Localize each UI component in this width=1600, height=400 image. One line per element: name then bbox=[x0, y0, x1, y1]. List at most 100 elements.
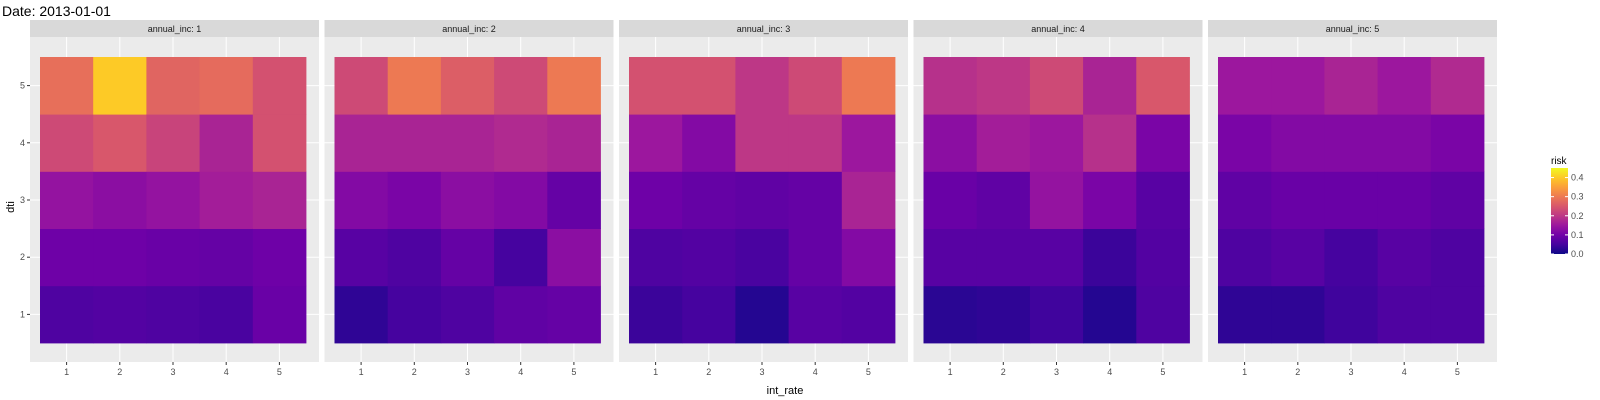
heatmap-tile bbox=[334, 171, 389, 229]
x-tick-label: 2 bbox=[1001, 367, 1006, 377]
heatmap-tile bbox=[146, 171, 200, 229]
heatmap-tile bbox=[40, 285, 94, 344]
heatmap-tile bbox=[494, 57, 548, 115]
heatmap-tile bbox=[252, 285, 307, 344]
heatmap-tile bbox=[146, 228, 200, 287]
heatmap-tile bbox=[440, 171, 495, 229]
facet-strip bbox=[30, 20, 319, 37]
heatmap-tile bbox=[252, 228, 307, 287]
facet-strip-label: annual_inc: 3 bbox=[737, 24, 791, 34]
heatmap-tile bbox=[1136, 57, 1190, 115]
x-tick-label: 3 bbox=[1348, 367, 1353, 377]
heatmap-tile bbox=[334, 285, 389, 344]
heatmap-tile bbox=[387, 228, 442, 287]
heatmap-tile bbox=[547, 114, 601, 172]
heatmap-tile bbox=[1430, 171, 1485, 229]
x-tick-label: 1 bbox=[1242, 367, 1247, 377]
x-tick-label: 5 bbox=[1160, 367, 1165, 377]
heatmap-tile bbox=[1324, 114, 1378, 172]
x-tick-label: 3 bbox=[759, 367, 764, 377]
heatmap-tile bbox=[1377, 228, 1432, 287]
facet-strip-label: annual_inc: 1 bbox=[148, 24, 202, 34]
heatmap-tile bbox=[735, 228, 789, 287]
heatmap-tile bbox=[1271, 57, 1325, 115]
heatmap-tile bbox=[682, 57, 736, 115]
x-tick-label: 2 bbox=[1295, 367, 1300, 377]
x-tick-label: 2 bbox=[706, 367, 711, 377]
facet-panel: annual_inc: 4 1 2 3 4 5 bbox=[913, 20, 1203, 377]
heatmap-tile bbox=[923, 171, 978, 229]
y-axis-title: dti bbox=[5, 201, 17, 213]
heatmap-tile bbox=[1324, 285, 1378, 344]
x-tick-label: 4 bbox=[518, 367, 523, 377]
heatmap-tile bbox=[1083, 285, 1137, 344]
heatmap-tile bbox=[682, 285, 736, 344]
heatmap-tile bbox=[629, 57, 683, 115]
heatmap-tile bbox=[440, 114, 495, 172]
heatmap-tile bbox=[841, 114, 896, 172]
heatmap-tile bbox=[1029, 57, 1084, 115]
x-tick-label: 4 bbox=[1402, 367, 1407, 377]
heatmap-tile bbox=[494, 114, 548, 172]
heatmap-tile bbox=[1324, 171, 1378, 229]
heatmap-tile bbox=[93, 228, 147, 287]
heatmap-tile bbox=[199, 285, 254, 344]
heatmap-tile bbox=[1218, 171, 1272, 229]
heatmap-tile bbox=[334, 228, 389, 287]
heatmap-tile bbox=[387, 285, 442, 344]
y-tick-label: 4 bbox=[20, 138, 25, 148]
heatmap-tile bbox=[199, 114, 254, 172]
x-tick-label: 2 bbox=[117, 367, 122, 377]
x-tick-label: 1 bbox=[359, 367, 364, 377]
heatmap-tile bbox=[841, 171, 896, 229]
heatmap-tile bbox=[494, 285, 548, 344]
heatmap-tile bbox=[387, 171, 442, 229]
heatmap-tile bbox=[1083, 114, 1137, 172]
facet-strip bbox=[913, 20, 1203, 37]
heatmap-tile bbox=[93, 171, 147, 229]
heatmap-tile bbox=[735, 57, 789, 115]
color-legend: risk 0.0 0.1 0.2 0.3 0.4 bbox=[1551, 156, 1584, 259]
heatmap-tile bbox=[976, 228, 1031, 287]
heatmap-tile bbox=[1271, 114, 1325, 172]
heatmap-tile bbox=[1377, 285, 1432, 344]
heatmap-tile bbox=[1218, 57, 1272, 115]
heatmap-tile bbox=[1029, 114, 1084, 172]
x-tick-label: 5 bbox=[571, 367, 576, 377]
x-tick-label: 5 bbox=[277, 367, 282, 377]
x-tick-label: 4 bbox=[813, 367, 818, 377]
heatmap-tile bbox=[387, 114, 442, 172]
heatmap-tile bbox=[923, 285, 978, 344]
heatmap-tile bbox=[976, 171, 1031, 229]
heatmap-tile bbox=[40, 114, 94, 172]
facet-panel: annual_inc: 1 1 2 3 4 5 1 2 3 4 5 bbox=[20, 20, 319, 377]
heatmap-tile bbox=[1029, 228, 1084, 287]
heatmap-tile bbox=[199, 171, 254, 229]
x-tick-label: 5 bbox=[1455, 367, 1460, 377]
heatmap-tile bbox=[1430, 285, 1485, 344]
x-tick-label: 1 bbox=[653, 367, 658, 377]
x-tick-label: 5 bbox=[866, 367, 871, 377]
heatmap-tile bbox=[252, 171, 307, 229]
heatmap-tile bbox=[1029, 285, 1084, 344]
heatmap-tile bbox=[334, 114, 389, 172]
heatmap-tile bbox=[923, 114, 978, 172]
heatmap-tile bbox=[923, 57, 978, 115]
heatmap-tile bbox=[93, 57, 147, 115]
heatmap-tile bbox=[682, 114, 736, 172]
x-axis-title: int_rate bbox=[767, 385, 804, 397]
heatmap-tile bbox=[547, 171, 601, 229]
facet-strip-label: annual_inc: 2 bbox=[442, 24, 496, 34]
heatmap-tile bbox=[199, 228, 254, 287]
x-tick-label: 4 bbox=[1107, 367, 1112, 377]
heatmap-tile bbox=[1136, 114, 1190, 172]
x-tick-label: 4 bbox=[224, 367, 229, 377]
legend-tick-label: 0.3 bbox=[1571, 192, 1584, 202]
heatmap-tile bbox=[547, 285, 601, 344]
heatmap-tile bbox=[1377, 57, 1432, 115]
heatmap-tile bbox=[1377, 114, 1432, 172]
heatmap-tile bbox=[93, 114, 147, 172]
heatmap-tile bbox=[1430, 57, 1485, 115]
heatmap-tile bbox=[788, 114, 843, 172]
